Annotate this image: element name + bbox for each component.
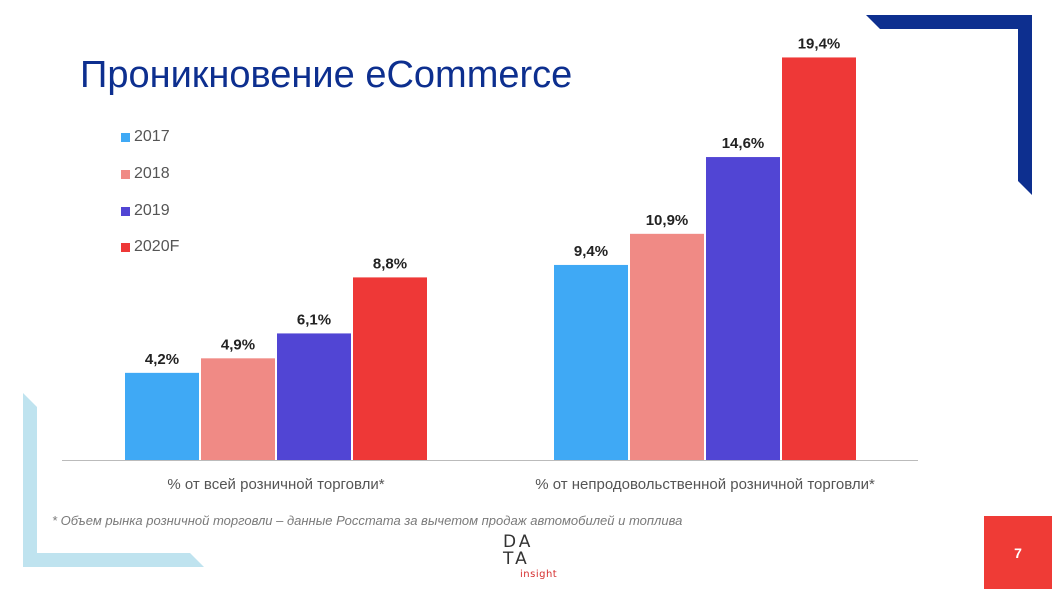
data-label-2019-group-2: 14,6% bbox=[722, 135, 765, 152]
bar-2018-group-2 bbox=[630, 233, 704, 460]
data-label-2020f-group-1: 8,8% bbox=[373, 255, 407, 272]
slide-title: Проникновение eCommerce bbox=[80, 54, 573, 96]
legend-swatch-2020f bbox=[121, 242, 130, 252]
data-label-2018-group-2: 10,9% bbox=[646, 212, 689, 229]
data-label-2020f-group-2: 19,4% bbox=[798, 35, 841, 52]
logo-line-3: insight bbox=[520, 569, 558, 580]
bar-2020f-group-2 bbox=[782, 57, 856, 460]
legend-label-2019: 2019 bbox=[134, 202, 170, 219]
data-label-2018-group-1: 4,9% bbox=[221, 336, 255, 353]
bar-2017-group-2 bbox=[554, 264, 628, 460]
legend-item-2017: 2017 bbox=[121, 128, 170, 146]
data-insight-logo: DA TA insight bbox=[503, 532, 563, 581]
legend-label-2020f: 2020F bbox=[134, 238, 180, 255]
bar-2020f-group-1 bbox=[353, 277, 427, 460]
bar-2018-group-1 bbox=[201, 358, 275, 460]
bar-2017-group-1 bbox=[125, 372, 199, 460]
legend-swatch-2019 bbox=[121, 206, 130, 216]
data-label-2019-group-1: 6,1% bbox=[297, 311, 331, 328]
footnote: * Объем рынка розничной торговли – данны… bbox=[52, 513, 683, 528]
data-label-2017-group-2: 9,4% bbox=[574, 243, 608, 260]
legend-swatch-2017 bbox=[121, 132, 130, 142]
legend-item-2018: 2018 bbox=[121, 165, 170, 183]
page-number-badge: 7 bbox=[984, 516, 1052, 589]
data-label-2017-group-1: 4,2% bbox=[145, 351, 179, 368]
category-label-1: % от всей розничной торговли* bbox=[167, 476, 384, 493]
bar-2019-group-1 bbox=[277, 333, 351, 460]
category-label-2: % от непродовольственной розничной торго… bbox=[535, 476, 875, 493]
legend-swatch-2018 bbox=[121, 169, 130, 179]
logo-line-2: TA bbox=[503, 549, 530, 569]
legend-label-2017: 2017 bbox=[134, 128, 170, 145]
logo-line-1: DA bbox=[503, 532, 534, 552]
bar-2019-group-2 bbox=[706, 157, 780, 461]
legend-label-2018: 2018 bbox=[134, 165, 170, 182]
legend-item-2020f: 2020F bbox=[121, 238, 179, 256]
legend-item-2019: 2019 bbox=[121, 202, 170, 220]
